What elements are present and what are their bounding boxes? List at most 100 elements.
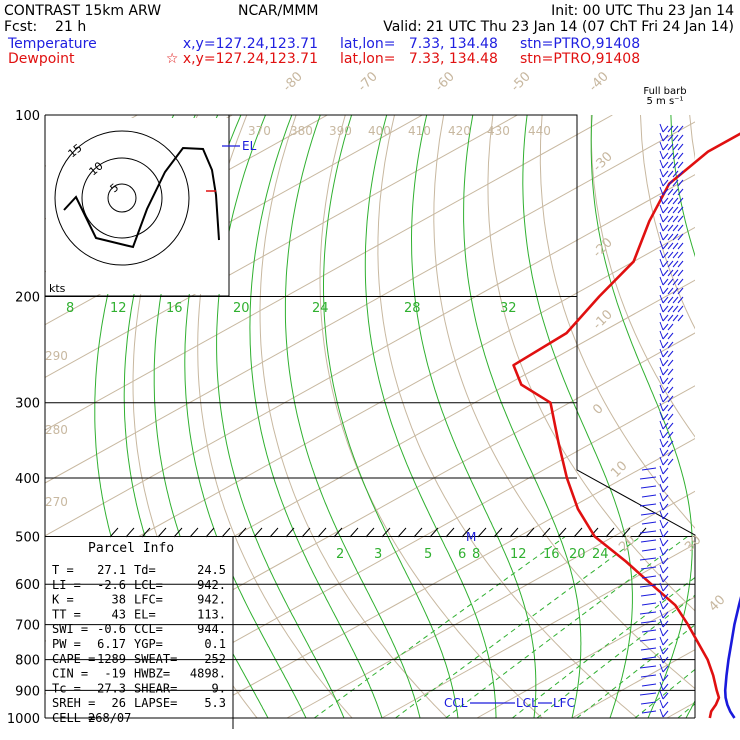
wind-barb: [659, 330, 674, 340]
wind-barb: [640, 699, 669, 709]
wind-barb: [659, 420, 674, 430]
moist-adiabat-line: [284, 115, 421, 719]
mixing-ratio-label: 12: [510, 547, 527, 562]
parcel-value: 942.: [197, 593, 226, 607]
temperature-xy: x,y=127.24,123.71: [183, 36, 318, 52]
hatch-mark: [333, 527, 343, 538]
parcel-value: 9.: [212, 681, 226, 695]
hatch-mark: [173, 527, 183, 538]
parcel-value: 24.5: [197, 563, 226, 577]
mixing-ratio-line: [576, 624, 695, 719]
wind-barb: [640, 537, 669, 547]
isotherm-label: 30: [682, 533, 704, 555]
wind-barb: [659, 438, 674, 448]
isotherm-line: [45, 174, 695, 537]
wind-barb: [640, 645, 669, 655]
parcel-value: -2.6: [97, 578, 126, 592]
wind-barb: [659, 276, 684, 286]
parcel-value: 944.: [197, 622, 226, 636]
hatch-mark: [413, 527, 423, 538]
parcel-value: 43: [112, 607, 126, 621]
hatch-mark: [141, 527, 151, 538]
mixing-ratio-label: 2: [336, 547, 344, 562]
isotherm-line: [45, 115, 613, 431]
isotherm-label: -70: [355, 69, 381, 95]
hatch-mark: [189, 527, 199, 538]
wind-barb: [659, 150, 684, 160]
isotherm-label: 40: [706, 593, 728, 615]
mixing-ratio-label: 5: [424, 547, 432, 562]
dry-adiabat-line: [197, 115, 353, 719]
moist-adiabat-line: [724, 115, 740, 718]
isotherm-line: [286, 490, 695, 719]
theta-label: 380: [290, 124, 313, 138]
theta-label: 430: [487, 124, 510, 138]
wind-barb: [659, 132, 684, 142]
hatch-mark: [541, 527, 551, 538]
mixing-ratio-label: 16: [166, 301, 183, 316]
temperature-latlon: lat,lon= 7.33, 134.48: [340, 36, 498, 52]
parcel-value: 27.3: [97, 681, 126, 695]
hatch-mark: [221, 527, 231, 538]
hatch-mark: [317, 527, 327, 538]
level-label: LCL: [516, 696, 538, 710]
isotherm-label: -30: [590, 149, 616, 175]
parcel-value: -19: [104, 667, 126, 681]
hodograph-ring-outer: [54, 130, 190, 266]
isotherm-label: -80: [280, 69, 306, 95]
hatch-mark: [205, 527, 215, 538]
parcel-key: HWBZ=: [134, 667, 170, 681]
wind-barb: [659, 240, 684, 250]
parcel-value: 4898.: [190, 667, 226, 681]
parcel-value: 26: [112, 696, 126, 710]
wind-barb: [659, 429, 674, 439]
mixing-ratio-label: 32: [500, 301, 517, 316]
parcel-value: -0.6: [97, 622, 126, 636]
wind-barb: [659, 348, 674, 358]
isotherm-line: [476, 596, 695, 719]
isotherm-label: -60: [432, 69, 458, 95]
wind-barb: [639, 690, 669, 700]
hatch-mark: [573, 527, 583, 538]
hatch-mark: [509, 527, 519, 538]
hatch-mark: [125, 527, 135, 538]
dry-adiabat-line: [319, 115, 543, 719]
hatch-mark: [365, 527, 375, 538]
hatch-mark: [301, 527, 311, 538]
wind-barb: [639, 528, 669, 538]
mixing-ratio-line: [536, 594, 695, 719]
hatch-mark: [589, 527, 599, 538]
level-label: M: [466, 530, 476, 544]
parcel-value: 6.17: [97, 637, 126, 651]
parcel-key: LAPSE=: [134, 696, 177, 710]
mixing-ratio-label: 28: [404, 301, 421, 316]
parcel-key: PW =: [52, 637, 81, 651]
wind-barb: [640, 483, 669, 493]
pressure-tick-label: 500: [15, 530, 40, 545]
wind-barb: [659, 303, 684, 313]
wind-barb: [659, 249, 684, 259]
dry-adiabat-line: [590, 115, 695, 438]
theta-label: 290: [45, 349, 68, 363]
wind-barb: [640, 672, 669, 682]
hatch-mark: [381, 527, 391, 538]
mixing-ratio-line: [512, 576, 695, 719]
mixing-ratio-line: [634, 668, 695, 719]
mixing-ratio-label: 12: [110, 301, 127, 316]
wind-barb: [659, 159, 684, 169]
wind-barb: [659, 258, 684, 268]
parcel-key: CAPE =: [52, 652, 95, 666]
hodograph-background: [46, 118, 229, 294]
wind-barb: [659, 231, 684, 241]
parcel-key: Tc =: [52, 681, 81, 695]
dewpoint-profile: [512, 132, 740, 719]
mixing-ratio-line: [395, 536, 642, 719]
parcel-info-title: Parcel Info: [88, 541, 174, 556]
moist-adiabat-line: [522, 115, 633, 719]
parcel-info-background: [46, 537, 233, 729]
wind-barb: [659, 141, 684, 151]
hatch-mark: [397, 527, 407, 538]
dry-adiabat-line: [689, 115, 695, 161]
wind-barb: [639, 555, 669, 565]
parcel-value: 1289: [97, 652, 126, 666]
